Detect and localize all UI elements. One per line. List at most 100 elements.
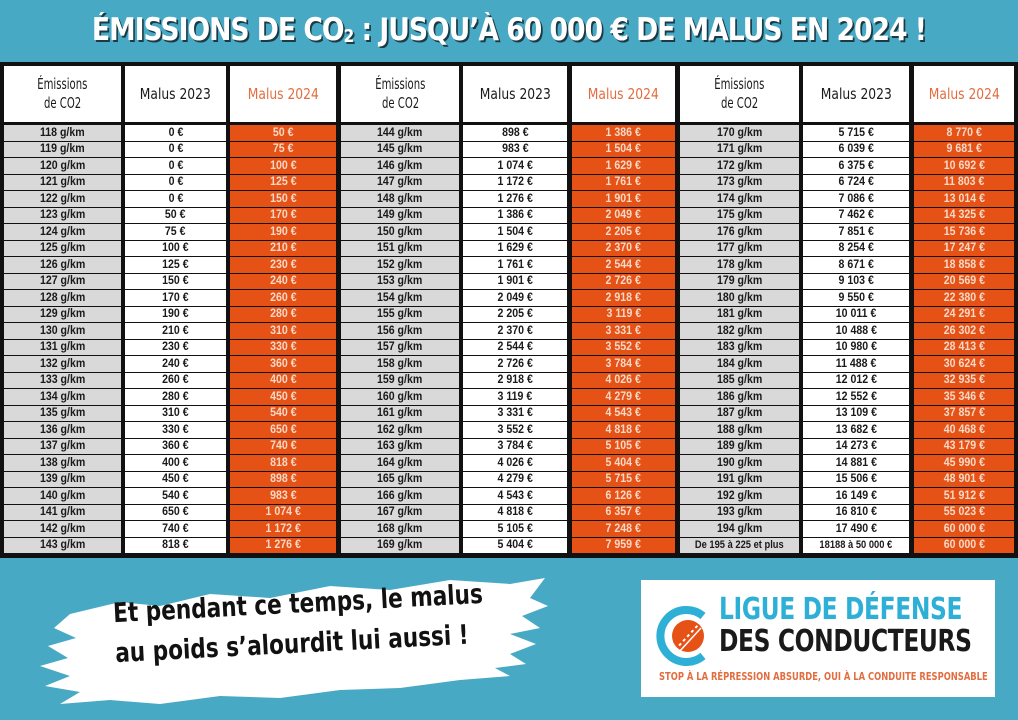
table-cell: 5 404 € — [463, 537, 567, 553]
table-cell: 6 375 € — [803, 158, 909, 174]
column-emissions: 170 g/km 171 g/km 172 g/km 173 g/km 174 g/km… — [680, 125, 799, 554]
table-cell: 3 331 € — [572, 323, 675, 339]
table-cell: 360 € — [125, 438, 226, 454]
header-label: de CO2 — [43, 94, 82, 112]
table-cell: 898 € — [463, 125, 567, 141]
table-cell: 0 € — [125, 158, 226, 174]
table-cell: 3 784 € — [572, 356, 675, 372]
table-cell: 192 g/km — [680, 488, 799, 504]
table-cell: 2 726 € — [572, 273, 675, 289]
table-cell: 18188 à 50 000 € — [803, 537, 909, 553]
table-cell: 3 552 € — [463, 422, 567, 438]
table-cell: 1 761 € — [572, 174, 675, 190]
table-cell: 6 126 € — [572, 488, 675, 504]
table-cell: 170 € — [230, 207, 336, 223]
table-cell: 134 g/km — [4, 389, 121, 405]
column-emissions: 118 g/km 119 g/km 120 g/km 121 g/km 122 g/km… — [4, 125, 121, 554]
table-cell: 5 715 € — [572, 471, 675, 487]
table-cell: 260 € — [125, 372, 226, 388]
table-cell: 818 € — [125, 537, 226, 553]
table-cell: 360 € — [230, 356, 336, 372]
table-cell: 129 g/km — [4, 306, 121, 322]
table-cell: 330 € — [125, 422, 226, 438]
column-emissions: 144 g/km 145 g/km 146 g/km 147 g/km 148 g/km… — [341, 125, 459, 554]
table-cell: 7 086 € — [803, 191, 909, 207]
table-cell: 186 g/km — [680, 389, 799, 405]
table-cell: 13 014 € — [914, 191, 1014, 207]
table-cell: 175 g/km — [680, 207, 799, 223]
table-cell: 280 € — [230, 306, 336, 322]
table-cell: 32 935 € — [914, 372, 1014, 388]
table-cell: 2 370 € — [463, 323, 567, 339]
table-cell: 172 g/km — [680, 158, 799, 174]
table-cell: 7 959 € — [572, 537, 675, 553]
table-cell: 740 € — [125, 521, 226, 537]
table-cell: 1 074 € — [230, 504, 336, 520]
table-cell: 0 € — [125, 141, 226, 157]
header-malus-2023: Malus 2023 — [803, 66, 909, 122]
header-malus-2023: Malus 2023 — [125, 66, 226, 122]
title-text-post: : JUSQU’À 60 000 € DE MALUS EN 2024 ! — [353, 12, 927, 48]
table-cell: 163 g/km — [341, 438, 459, 454]
table-cell: 122 g/km — [4, 191, 121, 207]
table-cell: 185 g/km — [680, 372, 799, 388]
title-bar: ÉMISSIONS DE CO2 : JUSQU’À 60 000 € DE M… — [0, 0, 1018, 60]
table-cell: 146 g/km — [341, 158, 459, 174]
column-malus-2023: 5 715 €6 039 €6 375 €6 724 €7 086 €7 462… — [803, 125, 909, 554]
table-cell: 1 504 € — [572, 141, 675, 157]
table-cell: 43 179 € — [914, 438, 1014, 454]
table-cell: 16 810 € — [803, 504, 909, 520]
table-cell: 11 803 € — [914, 174, 1014, 190]
table-cell: 181 g/km — [680, 306, 799, 322]
table-cell: 4 818 € — [572, 422, 675, 438]
table-cell: 450 € — [125, 471, 226, 487]
table-cell: 127 g/km — [4, 273, 121, 289]
table-cell: 6 039 € — [803, 141, 909, 157]
table-cell: 132 g/km — [4, 356, 121, 372]
table-cell: 10 488 € — [803, 323, 909, 339]
table-cell: 15 736 € — [914, 224, 1014, 240]
table-cell: 11 488 € — [803, 356, 909, 372]
table-cell: 9 681 € — [914, 141, 1014, 157]
table-cell: 125 € — [230, 174, 336, 190]
table-cell: 118 g/km — [4, 125, 121, 141]
table-cell: 7 248 € — [572, 521, 675, 537]
table-cell: 5 105 € — [463, 521, 567, 537]
table-cell: 50 € — [125, 207, 226, 223]
table-cell: 184 g/km — [680, 356, 799, 372]
table-cell: 183 g/km — [680, 339, 799, 355]
table-cell: 540 € — [230, 405, 336, 421]
table-cell: 140 g/km — [4, 488, 121, 504]
table-cell: 260 € — [230, 290, 336, 306]
table-cell: 28 413 € — [914, 339, 1014, 355]
table-cell: 20 569 € — [914, 273, 1014, 289]
table-cell: 60 000 € — [914, 537, 1014, 553]
table-cell: 173 g/km — [680, 174, 799, 190]
header-label: Émissions — [714, 75, 765, 93]
header-malus-2024: Malus 2024 — [572, 66, 675, 122]
table-cell: 143 g/km — [4, 537, 121, 553]
header-label: Émissions — [37, 75, 88, 93]
logo-box: LIGUE DE DÉFENSE DES CONDUCTEURS STOP À … — [641, 580, 995, 697]
table-cell: 14 273 € — [803, 438, 909, 454]
table-cell: 898 € — [230, 471, 336, 487]
table-cell: 153 g/km — [341, 273, 459, 289]
table-cell: De 195 à 225 et plus — [680, 537, 799, 553]
table-cell: 190 € — [125, 306, 226, 322]
table-cell: 161 g/km — [341, 405, 459, 421]
table-cell: 5 105 € — [572, 438, 675, 454]
table-cell: 2 205 € — [463, 306, 567, 322]
table-cell: 155 g/km — [341, 306, 459, 322]
header-emissions: Émissions de CO2 — [4, 66, 121, 122]
table-cell: 1 386 € — [463, 207, 567, 223]
table-cell: 60 000 € — [914, 521, 1014, 537]
table-cell: 142 g/km — [4, 521, 121, 537]
table-cell: 7 851 € — [803, 224, 909, 240]
table-cell: 3 119 € — [572, 306, 675, 322]
table-cell: 136 g/km — [4, 422, 121, 438]
table-cell: 190 € — [230, 224, 336, 240]
table-cell: 123 g/km — [4, 207, 121, 223]
table-cell: 400 € — [125, 455, 226, 471]
table-cell: 150 € — [230, 191, 336, 207]
table-cell: 169 g/km — [341, 537, 459, 553]
